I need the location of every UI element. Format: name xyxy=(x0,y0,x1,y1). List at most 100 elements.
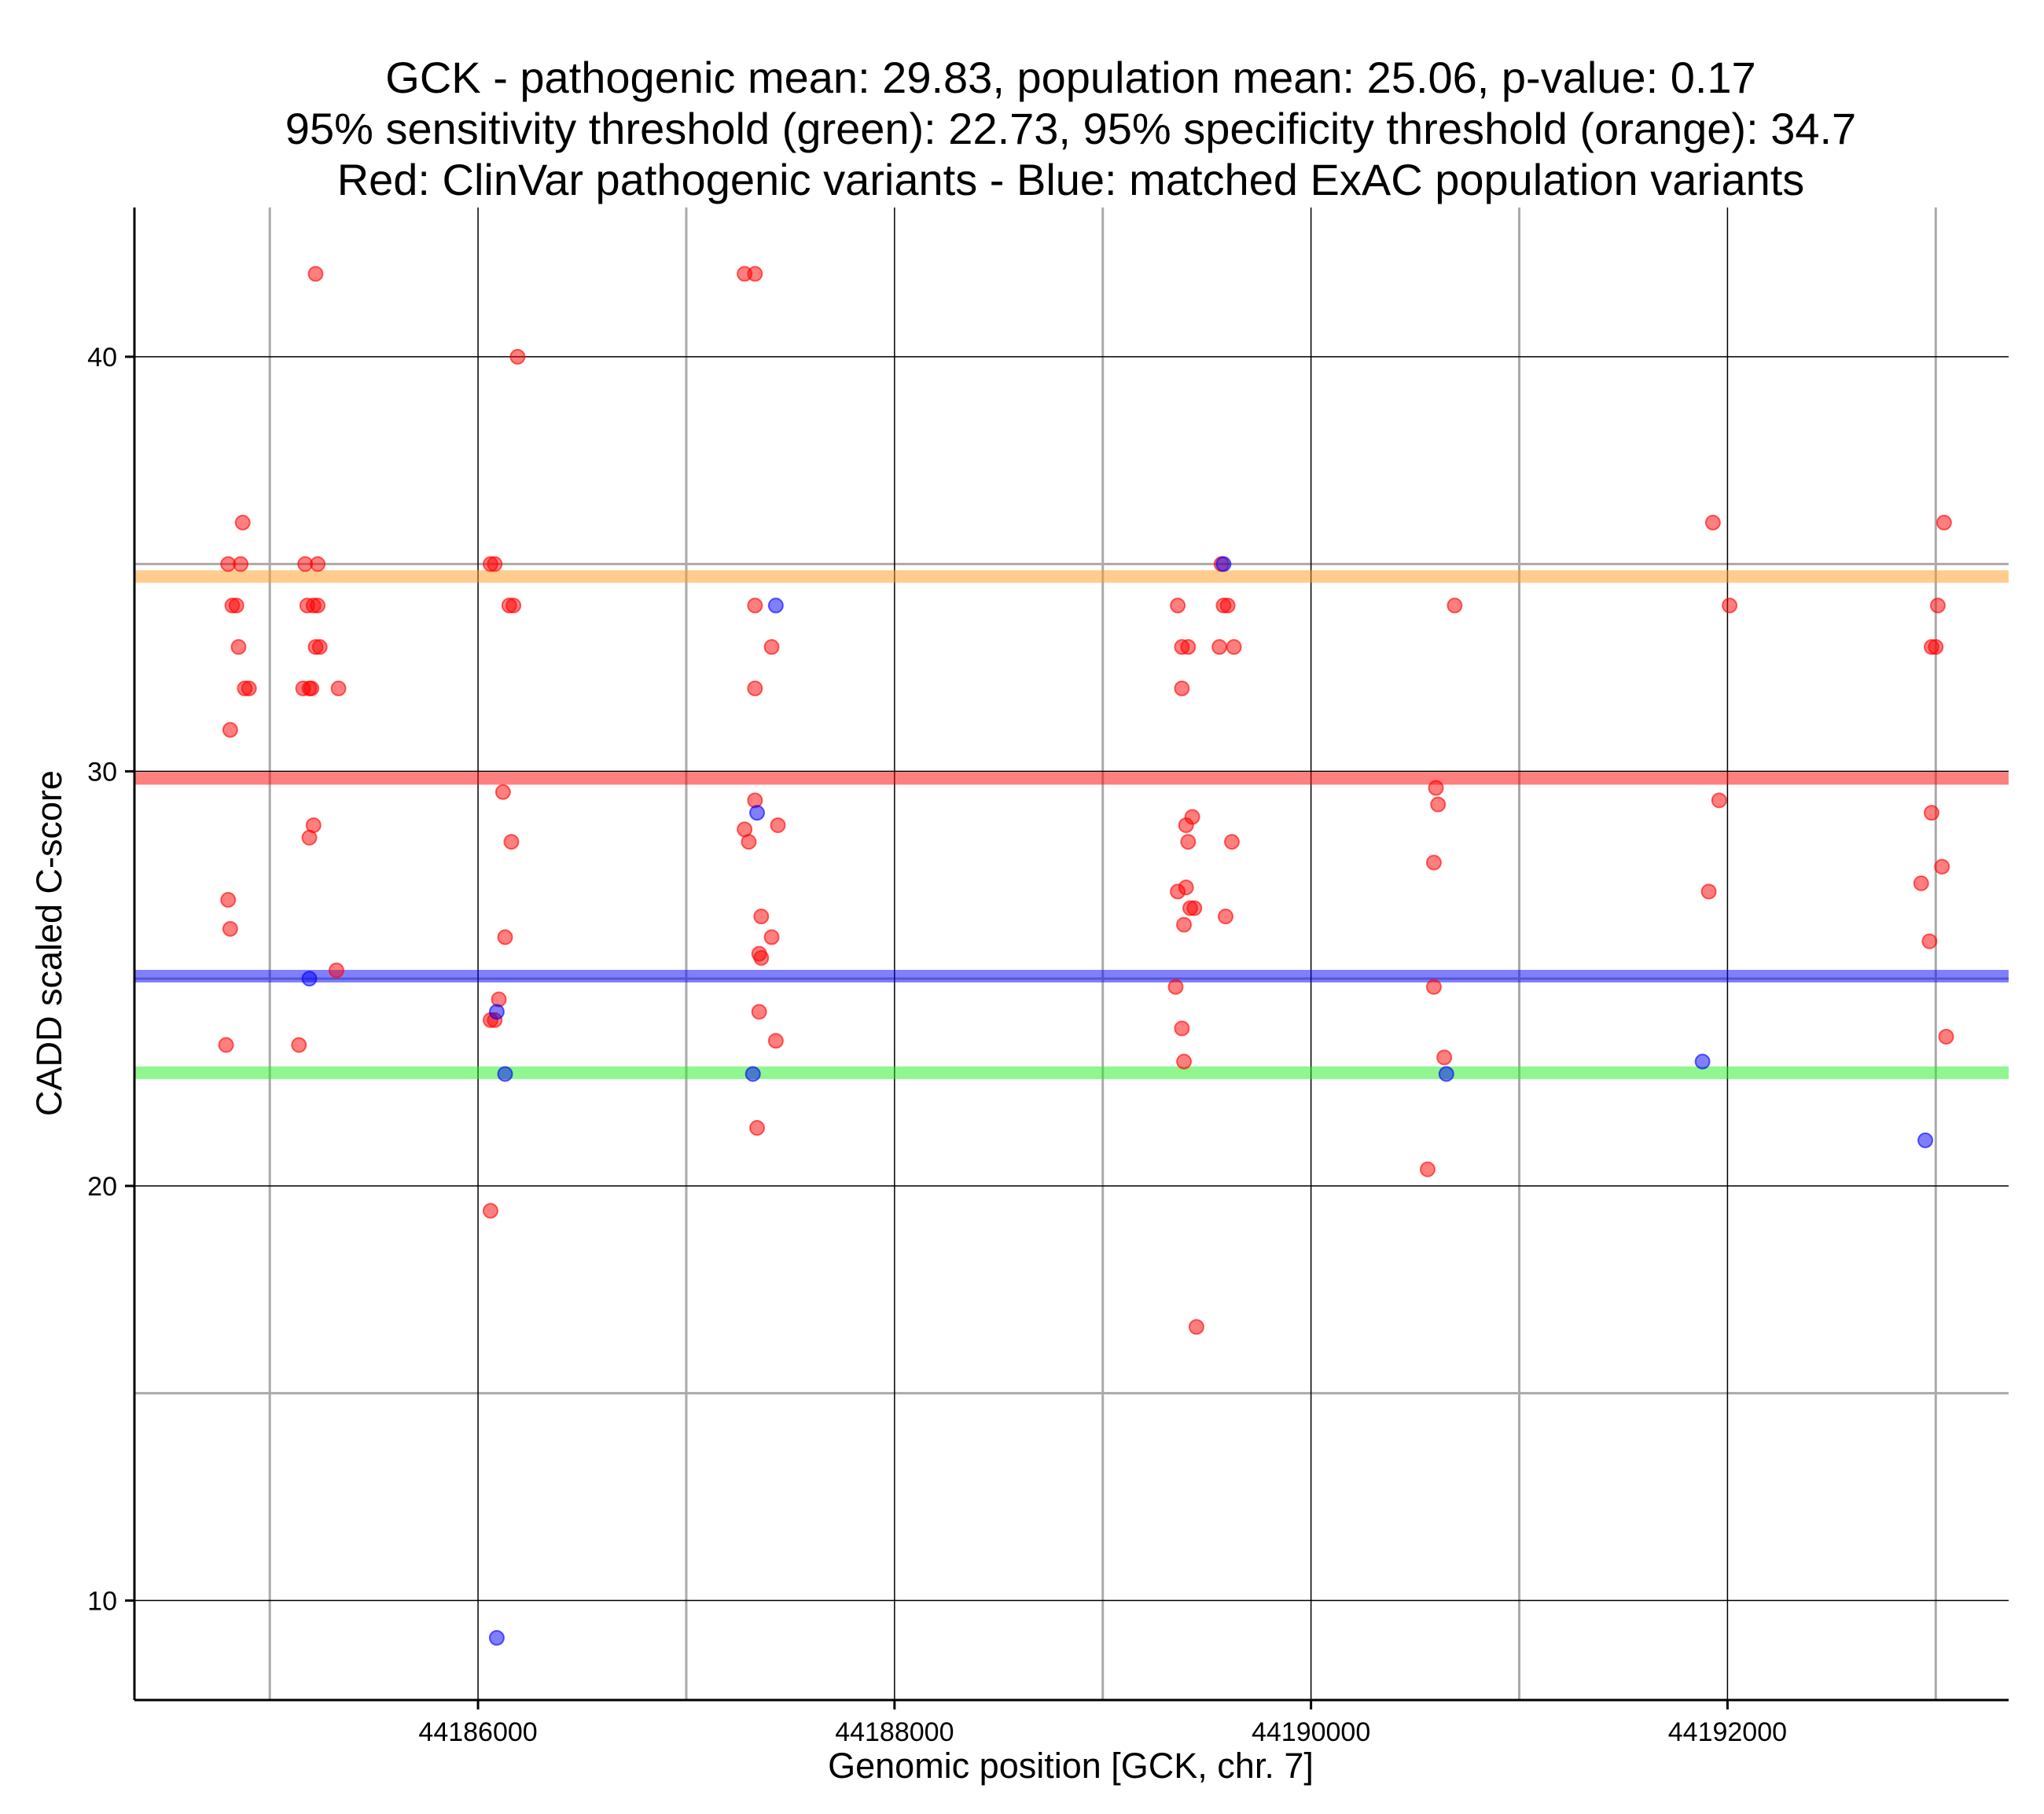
pathogenic-variant-point xyxy=(230,639,247,655)
pathogenic-variant-point xyxy=(503,834,520,850)
population-variant-point xyxy=(301,971,318,987)
pathogenic-variant-point xyxy=(1425,854,1442,871)
pathogenic-variant-point xyxy=(494,784,511,800)
pathogenic-variant-point xyxy=(291,1037,307,1053)
pathogenic-variant-point xyxy=(1218,909,1234,925)
pathogenic-variant-point xyxy=(1180,639,1197,655)
pathogenic-variant-point xyxy=(763,639,780,655)
pathogenic-variant-point xyxy=(241,680,257,696)
population-variant-point xyxy=(488,1629,505,1646)
pathogenic-variant-point xyxy=(1921,933,1938,949)
title-line-2: 95% sensitivity threshold (green): 22.73… xyxy=(285,104,1856,153)
chart-title: GCK - pathogenic mean: 29.83, population… xyxy=(285,53,1856,204)
pathogenic-variant-point xyxy=(1211,639,1228,655)
reference-lines xyxy=(134,570,2009,1079)
x-tick-label: 44186000 xyxy=(418,1717,537,1747)
population-variant-point xyxy=(497,1066,513,1082)
population-variant-point xyxy=(1694,1053,1711,1070)
pathogenic-variant-point xyxy=(1186,900,1203,916)
x-axis-ticks: 44186000 44188000 44190000 44192000 xyxy=(418,1700,1787,1747)
population-variant-point xyxy=(1438,1066,1454,1082)
pathogenic-variant-point xyxy=(233,556,249,572)
pathogenic-variant-point xyxy=(220,891,237,908)
pathogenic-variant-point xyxy=(1174,1020,1190,1037)
pathogenic-variant-point xyxy=(1226,639,1242,655)
x-axis-title: Genomic position [GCK, chr. 7] xyxy=(828,1746,1314,1786)
pathogenic-variant-point xyxy=(1913,875,1929,891)
pathogenic-variant-point xyxy=(1704,514,1721,531)
pathogenic-variant-point xyxy=(509,348,526,365)
pathogenic-variant-point xyxy=(753,909,770,925)
pathogenic-variant-point xyxy=(747,680,763,696)
pathogenic-variant-point xyxy=(741,834,757,850)
pathogenic-variant-point xyxy=(222,722,238,738)
x-tick-label: 44190000 xyxy=(1252,1717,1370,1747)
pathogenic-variant-point xyxy=(1178,817,1194,833)
pathogenic-variant-point xyxy=(310,597,326,614)
pathogenic-variant-point xyxy=(1219,597,1236,614)
title-line-3: Red: ClinVar pathogenic variants - Blue:… xyxy=(337,155,1805,204)
population-variant-point xyxy=(767,597,784,614)
pathogenic-variant-point xyxy=(747,266,763,282)
pathogenic-variant-point xyxy=(310,556,326,572)
pathogenic-variant-point xyxy=(1700,883,1717,900)
pathogenic-variant-point xyxy=(482,1203,498,1219)
population-variant-point xyxy=(744,1066,761,1082)
title-line-1: GCK - pathogenic mean: 29.83, population… xyxy=(385,53,1755,102)
axes xyxy=(133,207,2009,1702)
y-tick-label: 20 xyxy=(87,1172,117,1202)
pathogenic-variant-point xyxy=(311,639,328,655)
pathogenic-variant-point xyxy=(303,680,320,696)
population-variant-point xyxy=(749,805,766,821)
pathogenic-variant-point xyxy=(301,829,318,846)
y-axis-ticks: 10 20 30 40 xyxy=(87,343,134,1616)
pathogenic-variant-point xyxy=(1430,796,1447,813)
pathogenic-variant-point xyxy=(1722,597,1738,614)
pathogenic-variant-point xyxy=(1425,979,1442,995)
pathogenic-variant-point xyxy=(307,266,324,282)
pathogenic-variant-point xyxy=(497,929,513,946)
pathogenic-variant-point xyxy=(770,817,786,833)
data-points xyxy=(218,266,1954,1646)
pathogenic-variant-point xyxy=(751,1004,767,1020)
population-variant-point xyxy=(1215,556,1232,572)
pathogenic-variant-point xyxy=(1167,979,1184,995)
pathogenic-variant-point xyxy=(1436,1049,1453,1066)
pathogenic-variant-point xyxy=(1180,834,1197,850)
y-axis-title: CADD scaled C-score xyxy=(29,770,69,1116)
x-tick-label: 44188000 xyxy=(835,1717,954,1747)
pathogenic-variant-point xyxy=(1936,514,1952,531)
pathogenic-variant-point xyxy=(1428,780,1444,796)
pathogenic-variant-point xyxy=(1176,916,1193,933)
pathogenic-variant-point xyxy=(234,514,251,531)
pathogenic-variant-point xyxy=(1174,680,1190,696)
pathogenic-variant-point xyxy=(749,1120,766,1137)
y-tick-label: 30 xyxy=(87,757,117,787)
pathogenic-variant-point xyxy=(328,962,344,979)
pathogenic-variant-point xyxy=(1934,858,1950,875)
pathogenic-variant-point xyxy=(330,680,347,696)
pathogenic-variant-point xyxy=(228,597,244,614)
pathogenic-variant-point xyxy=(747,597,763,614)
grid-lines xyxy=(134,207,2009,1700)
pathogenic-variant-point xyxy=(1223,834,1240,850)
x-tick-label: 44192000 xyxy=(1668,1717,1787,1747)
pathogenic-variant-point xyxy=(1419,1161,1436,1177)
pathogenic-variant-point xyxy=(1928,639,1944,655)
pathogenic-variant-point xyxy=(1176,1053,1193,1070)
y-tick-label: 40 xyxy=(87,343,117,373)
pathogenic-variant-point xyxy=(222,920,238,937)
pathogenic-variant-point xyxy=(1170,597,1186,614)
pathogenic-variant-point xyxy=(218,1037,234,1053)
pathogenic-variant-point xyxy=(1923,805,1939,821)
pathogenic-variant-point xyxy=(1929,597,1946,614)
pathogenic-variant-point xyxy=(1188,1319,1204,1335)
pathogenic-variant-point xyxy=(1447,597,1463,614)
pathogenic-variant-point xyxy=(1711,792,1727,809)
population-variant-point xyxy=(1917,1132,1934,1148)
pathogenic-variant-point xyxy=(753,949,770,966)
pathogenic-variant-point xyxy=(763,929,780,946)
pathogenic-variant-point xyxy=(767,1033,784,1049)
pathogenic-variant-point xyxy=(1938,1029,1954,1045)
